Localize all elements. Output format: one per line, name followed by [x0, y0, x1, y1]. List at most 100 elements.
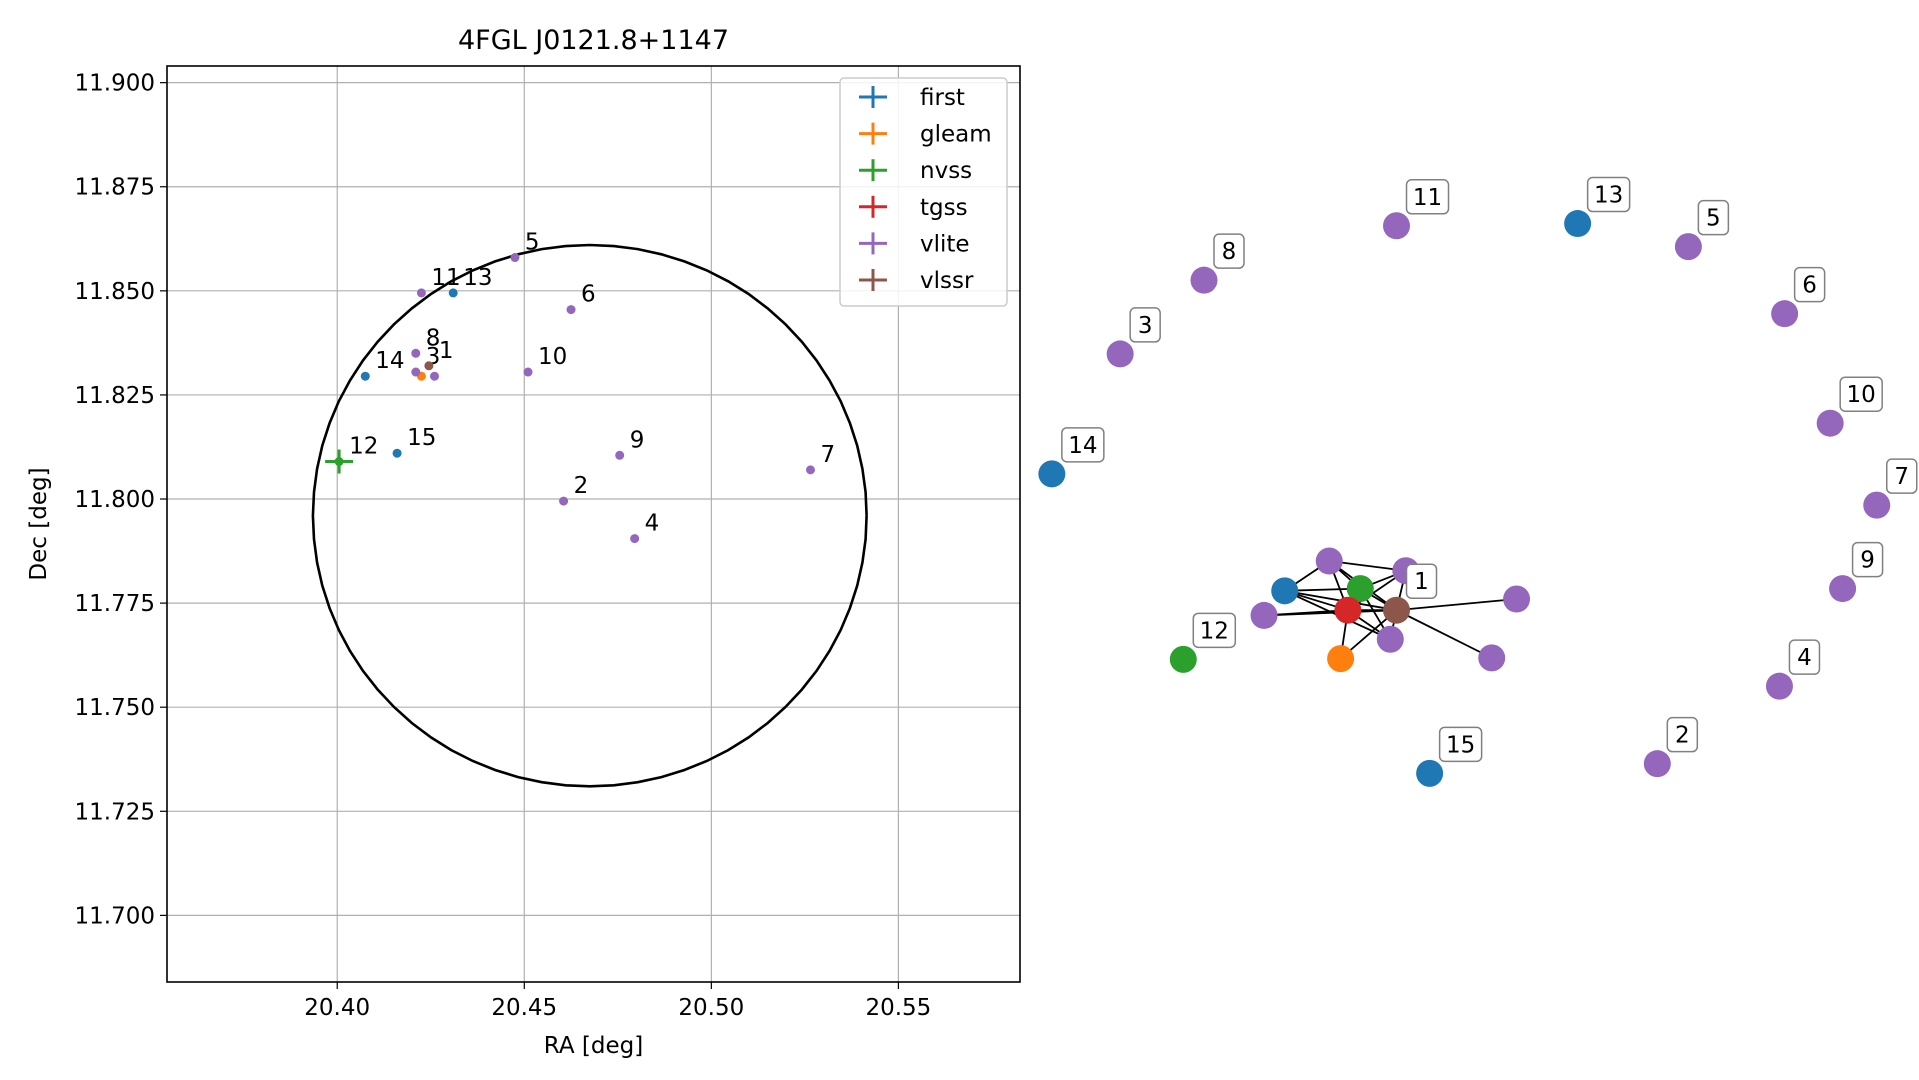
point-label: 2	[574, 473, 589, 499]
point-label: 13	[463, 265, 492, 291]
point-label: 14	[375, 348, 404, 374]
y-tick-label: 11.700	[75, 903, 155, 929]
graph-node	[1643, 750, 1671, 778]
node-label: 3	[1138, 313, 1153, 339]
point-label: 10	[538, 344, 567, 370]
node-label: 14	[1068, 433, 1097, 459]
source-point-first	[360, 371, 370, 381]
graph-node	[1376, 625, 1404, 653]
node-label: 9	[1860, 548, 1875, 574]
legend-entry-vlssr: vlssr	[920, 268, 974, 294]
graph-node	[1674, 233, 1702, 261]
node-label-box	[1788, 639, 1821, 675]
legend-entry-vlite: vlite	[920, 231, 970, 257]
node-label: 11	[1413, 185, 1442, 211]
point-label: 12	[349, 434, 378, 460]
graph-node	[1863, 491, 1891, 519]
graph-node	[1564, 210, 1592, 238]
point-label: 11	[431, 265, 460, 291]
source-point-vlite	[566, 305, 576, 315]
node-label: 5	[1706, 206, 1721, 232]
y-tick-label: 11.725	[75, 799, 155, 825]
legend-entry-nvss: nvss	[920, 158, 972, 184]
graph-node	[1771, 300, 1799, 328]
y-tick-label: 11.800	[75, 487, 155, 513]
x-axis-label: RA [deg]	[544, 1033, 643, 1059]
node-label: 4	[1797, 645, 1812, 671]
graph-node	[1383, 596, 1411, 624]
graph-node	[1503, 585, 1531, 613]
point-label: 1	[439, 338, 454, 364]
source-point-vlite	[416, 288, 426, 298]
graph-node	[1106, 340, 1134, 368]
graph-node	[1315, 547, 1343, 575]
graph-node	[1038, 460, 1066, 488]
source-point-vlite	[429, 371, 439, 381]
point-label: 6	[581, 282, 596, 308]
node-label: 1	[1414, 569, 1429, 595]
node-label: 15	[1446, 732, 1475, 758]
node-label-box	[1213, 233, 1245, 269]
node-label-box	[1839, 376, 1883, 412]
node-label-box	[1192, 612, 1237, 649]
point-label: 4	[645, 511, 660, 537]
source-point-vlite	[615, 450, 625, 460]
graph-node	[1416, 759, 1444, 787]
graph-node	[1169, 645, 1197, 673]
node-label: 6	[1802, 273, 1817, 299]
y-tick-label: 11.875	[75, 175, 155, 201]
sky-scatter-panel: 20.40 20.45 20.50 20.5511.90011.87511.85011…	[26, 25, 1021, 1059]
graph-edge	[1263, 609, 1348, 617]
chart-title: 4FGL J0121.8+1147	[458, 25, 729, 56]
point-label: 8	[426, 325, 441, 351]
x-tick-label: 20.55	[865, 995, 931, 1021]
node-label-box	[1851, 541, 1884, 578]
node-label: 12	[1200, 618, 1229, 644]
node-label: 7	[1894, 464, 1909, 490]
node-label: 8	[1222, 239, 1237, 265]
node-label-box	[1793, 266, 1826, 303]
x-tick-label: 20.40	[304, 995, 370, 1021]
point-label: 5	[525, 230, 540, 256]
x-tick-label: 20.45	[491, 995, 557, 1021]
node-label-box	[1697, 199, 1730, 236]
y-tick-label: 11.775	[75, 591, 155, 617]
graph-node	[1190, 266, 1218, 294]
y-tick-label: 11.750	[75, 695, 155, 721]
node-label: 2	[1675, 723, 1690, 749]
node-label-box	[1405, 563, 1438, 599]
point-label: 9	[630, 427, 645, 453]
source-point-first	[392, 448, 402, 458]
graph-node	[1334, 596, 1362, 624]
source-point-vlite	[805, 465, 815, 475]
graph-node	[1478, 644, 1506, 672]
source-point-vlite	[411, 367, 421, 377]
graph-edge	[1396, 598, 1517, 612]
source-point-vlite	[523, 367, 533, 377]
source-point-vlite	[411, 348, 421, 358]
x-tick-label: 20.50	[678, 995, 744, 1021]
graph-node	[1829, 575, 1857, 603]
legend-entry-first: first	[920, 85, 965, 111]
node-label-box	[1586, 176, 1631, 213]
source-point-vlite	[510, 253, 520, 263]
axes-frame	[166, 65, 1021, 983]
y-tick-label: 11.850	[75, 279, 155, 305]
y-tick-label: 11.900	[75, 71, 155, 97]
graph-node	[1250, 601, 1278, 629]
source-point-vlssr	[424, 361, 434, 371]
graph-node	[1327, 645, 1355, 673]
graph-node	[1271, 577, 1299, 605]
legend-entry-gleam: gleam	[920, 122, 992, 148]
node-label: 13	[1594, 183, 1623, 209]
source-point-first	[448, 288, 458, 298]
node-label-box	[1405, 179, 1450, 215]
point-label: 15	[407, 425, 436, 451]
node-label: 10	[1847, 382, 1876, 408]
legend-entry-tgss: tgss	[920, 195, 968, 221]
source-point-nvss	[334, 457, 344, 467]
graph-node	[1346, 575, 1374, 603]
graph-edge	[1396, 609, 1493, 659]
